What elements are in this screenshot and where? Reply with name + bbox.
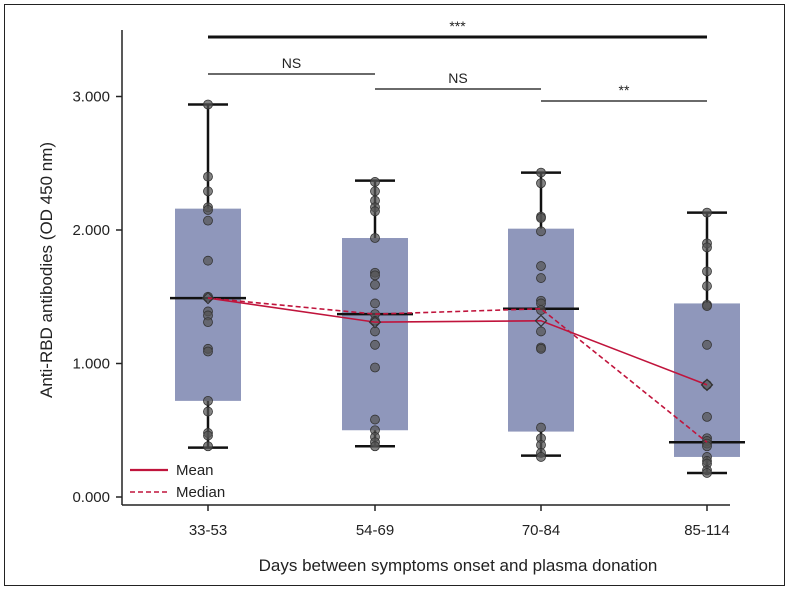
y-tick-label: 1.000 bbox=[72, 356, 110, 373]
axes-layer bbox=[121, 30, 730, 506]
data-point bbox=[203, 255, 213, 266]
data-point bbox=[370, 186, 380, 197]
data-point bbox=[702, 242, 712, 253]
points-layer bbox=[203, 99, 712, 478]
data-point bbox=[536, 326, 546, 337]
data-point bbox=[536, 261, 546, 271]
data-point bbox=[702, 339, 712, 350]
data-point bbox=[536, 305, 546, 316]
data-point bbox=[702, 266, 712, 277]
data-point bbox=[536, 343, 546, 354]
data-point bbox=[536, 178, 546, 189]
data-point bbox=[536, 452, 546, 462]
y-ticks-layer: 0.000 1.000 2.000 3.000 bbox=[72, 89, 122, 506]
mean-marker bbox=[368, 315, 382, 329]
data-point bbox=[370, 339, 380, 350]
y-tick-label: 3.000 bbox=[72, 89, 110, 106]
data-point bbox=[702, 411, 712, 422]
data-point bbox=[370, 206, 380, 217]
x-tick-label: 54-69 bbox=[356, 522, 394, 539]
box-iqr bbox=[175, 208, 241, 401]
y-tick-label: 2.000 bbox=[72, 222, 110, 239]
series-lines-layer bbox=[201, 291, 714, 443]
data-point bbox=[370, 441, 380, 452]
data-point bbox=[370, 270, 380, 281]
mean-series-line bbox=[207, 297, 708, 386]
significance-label: ** bbox=[619, 82, 630, 98]
figure-frame bbox=[4, 4, 785, 586]
legend-label-mean: Mean bbox=[176, 462, 214, 479]
significance-label: NS bbox=[448, 70, 467, 86]
x-tick-label: 85-114 bbox=[684, 522, 730, 539]
x-tick-label: 33-53 bbox=[189, 522, 227, 539]
data-point bbox=[702, 281, 712, 291]
y-axis-title: Anti-RBD antibodies (OD 450 nm) bbox=[37, 142, 56, 398]
data-point bbox=[370, 279, 380, 290]
data-point bbox=[536, 213, 546, 223]
data-point bbox=[203, 395, 213, 406]
data-point bbox=[203, 441, 213, 452]
x-tick-label: 70-84 bbox=[522, 522, 560, 539]
data-point bbox=[370, 177, 380, 187]
data-point bbox=[203, 346, 213, 357]
y-tick-label: 0.000 bbox=[72, 489, 110, 506]
legend: Mean Median bbox=[130, 462, 225, 501]
data-point bbox=[203, 406, 213, 417]
data-point bbox=[370, 362, 380, 373]
data-point bbox=[702, 468, 712, 478]
data-point bbox=[203, 186, 213, 197]
data-point bbox=[203, 215, 213, 226]
data-point bbox=[370, 298, 380, 309]
significance-label: NS bbox=[282, 55, 301, 71]
mean-marker bbox=[201, 291, 215, 305]
data-point bbox=[702, 301, 712, 311]
data-point bbox=[370, 233, 380, 243]
significance-label: *** bbox=[449, 18, 466, 34]
median-series-line bbox=[207, 297, 708, 443]
data-point bbox=[702, 207, 712, 218]
data-point bbox=[536, 167, 546, 178]
data-point bbox=[370, 414, 380, 425]
data-point bbox=[203, 205, 213, 215]
data-point bbox=[203, 99, 213, 110]
mean-marker bbox=[534, 314, 548, 328]
significance-layer: *** NS NS ** bbox=[208, 18, 707, 102]
data-point bbox=[203, 171, 213, 182]
data-point bbox=[536, 422, 546, 433]
mean-marker bbox=[700, 378, 714, 392]
x-axis-title: Days between symptoms onset and plasma d… bbox=[259, 556, 658, 575]
boxes-layer bbox=[170, 103, 745, 475]
data-point bbox=[203, 430, 213, 441]
legend-label-median: Median bbox=[176, 484, 225, 501]
data-point bbox=[536, 226, 546, 237]
data-point bbox=[536, 273, 546, 283]
data-point bbox=[203, 317, 213, 328]
x-ticks-layer: 33-53 54-69 70-84 85-114 bbox=[189, 505, 730, 539]
data-point bbox=[702, 441, 712, 452]
